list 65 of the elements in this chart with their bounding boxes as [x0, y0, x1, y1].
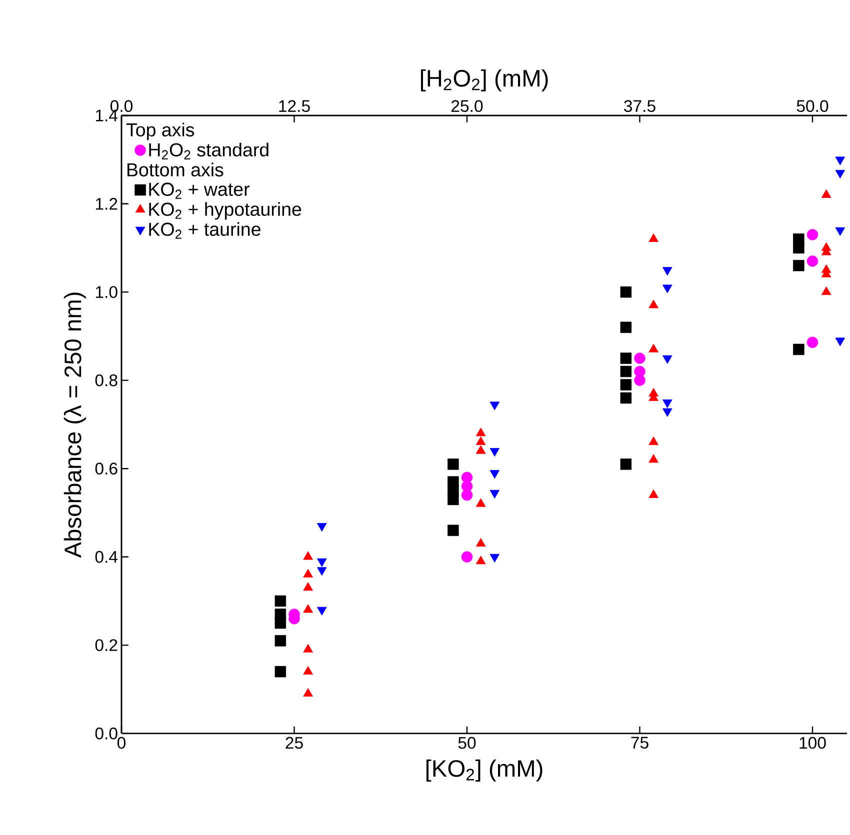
legend-label: KO$_{2}$ + hypotaurine	[149, 202, 302, 220]
text: Bottom axis	[128, 162, 224, 176]
point	[303, 688, 313, 697]
y-tick-label: 0.8	[95, 374, 118, 386]
legend-label: H$_{2}$O$_{2}$ standard	[149, 142, 268, 160]
point	[448, 458, 459, 470]
x-tick-label: 75	[631, 736, 648, 749]
x-tick-label: 25	[286, 736, 303, 749]
point	[476, 445, 486, 454]
point	[821, 189, 832, 198]
text: Top axis	[126, 122, 194, 140]
point	[303, 582, 313, 591]
point	[274, 595, 286, 607]
x2-tick-label: 25.0	[452, 100, 483, 112]
point	[274, 666, 286, 678]
point	[303, 551, 313, 560]
legend-label: KO$_{2}$ + taurine	[149, 222, 260, 239]
point	[274, 617, 286, 629]
y-axis-title: Absorbance (λ = 250 nm)	[64, 292, 86, 558]
y-tick-label: 0.6	[95, 462, 118, 474]
point	[648, 436, 658, 445]
point	[303, 568, 313, 578]
x-tick-label: 0	[117, 736, 126, 749]
y-tick-label: 0.4	[95, 550, 118, 563]
y-tick-label: 0.0	[95, 727, 118, 740]
point	[793, 344, 804, 356]
point	[476, 436, 486, 445]
point	[303, 644, 313, 652]
y-tick-label: 1.4	[96, 110, 118, 122]
point	[476, 498, 486, 507]
point	[648, 344, 658, 352]
point	[476, 556, 486, 564]
point	[620, 322, 632, 333]
x2-tick-label: 37.5	[624, 100, 656, 112]
x2-tick-label: 50.0	[796, 100, 828, 112]
point	[620, 366, 632, 378]
point	[303, 666, 313, 675]
point	[620, 458, 632, 470]
y-tick-label: 1.0	[96, 286, 118, 298]
point	[648, 300, 658, 308]
point	[476, 538, 486, 547]
point	[274, 635, 286, 646]
x2-tick-label: 12.5	[279, 100, 310, 112]
point	[620, 379, 632, 390]
point	[448, 524, 459, 536]
legend-label: KO$_{2}$ + water	[149, 182, 250, 199]
point	[620, 286, 632, 298]
y-tick-label: 0.2	[95, 639, 118, 652]
x2-axis-title: [H$_{2}$O$_{2}$] (mM)	[420, 69, 548, 92]
point	[793, 242, 804, 254]
x-tick-label: 50	[458, 736, 476, 749]
x-tick-label: 100	[800, 736, 826, 749]
point	[448, 494, 459, 506]
point	[303, 604, 313, 613]
point	[620, 352, 632, 364]
point	[793, 260, 804, 272]
y-tick-label: 1.2	[96, 198, 118, 210]
point	[821, 286, 832, 295]
point	[648, 454, 658, 463]
point	[620, 392, 632, 404]
point	[648, 233, 658, 242]
point	[476, 428, 486, 436]
point	[648, 489, 658, 498]
x-axis-title: [KO$_{2}$] (mM)	[426, 759, 542, 782]
x2-tick-label: 0.0	[110, 100, 133, 112]
